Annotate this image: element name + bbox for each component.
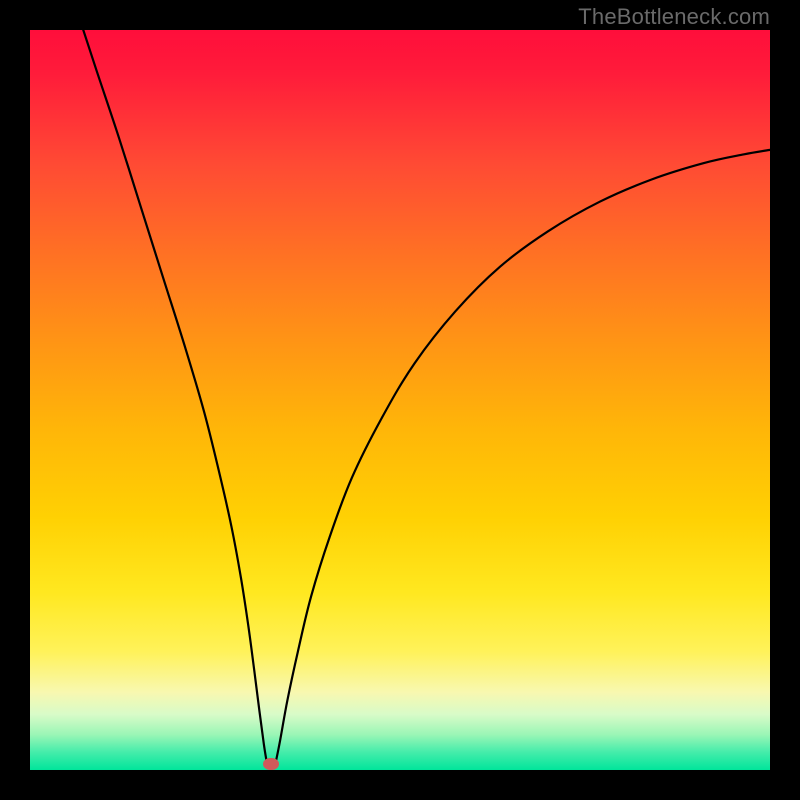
- plot-area: [30, 30, 770, 770]
- chart-stage: TheBottleneck.com: [0, 0, 800, 800]
- vertex-marker: [263, 758, 279, 770]
- curve-layer: [30, 30, 770, 770]
- v-curve: [83, 30, 770, 763]
- watermark-text: TheBottleneck.com: [578, 4, 770, 30]
